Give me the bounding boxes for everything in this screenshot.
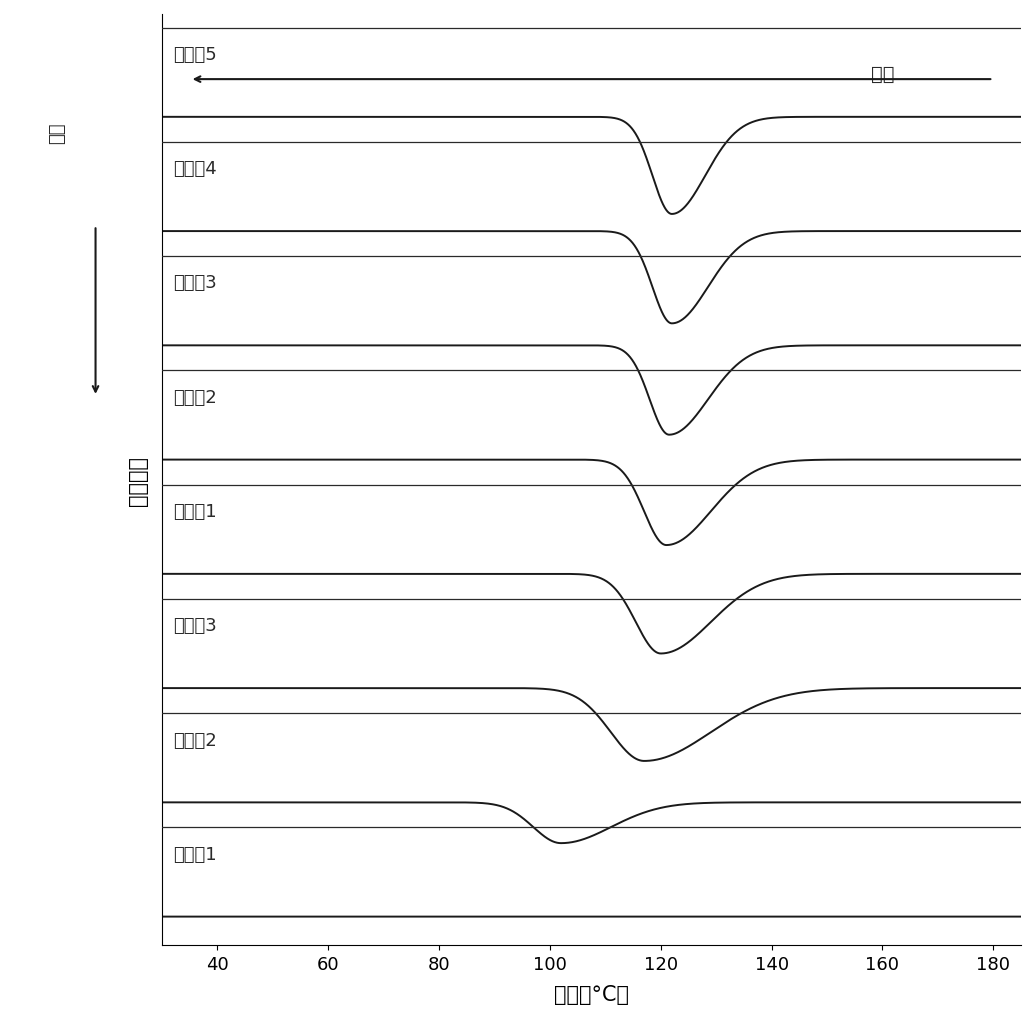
Y-axis label: 热流速率: 热流速率	[128, 455, 148, 505]
X-axis label: 温度（°C）: 温度（°C）	[554, 984, 629, 1004]
Text: 实施例2: 实施例2	[173, 388, 217, 407]
Text: 放热: 放热	[48, 122, 66, 144]
Text: 实施例5: 实施例5	[173, 46, 217, 64]
Text: 对比例1: 对比例1	[173, 845, 217, 863]
Text: 实施例1: 实施例1	[173, 502, 217, 521]
Text: 实施例3: 实施例3	[173, 274, 217, 292]
Text: 冷却: 冷却	[871, 65, 895, 84]
Text: 对比例2: 对比例2	[173, 731, 217, 749]
Text: 实施例4: 实施例4	[173, 160, 217, 178]
Text: 对比例3: 对比例3	[173, 616, 217, 635]
